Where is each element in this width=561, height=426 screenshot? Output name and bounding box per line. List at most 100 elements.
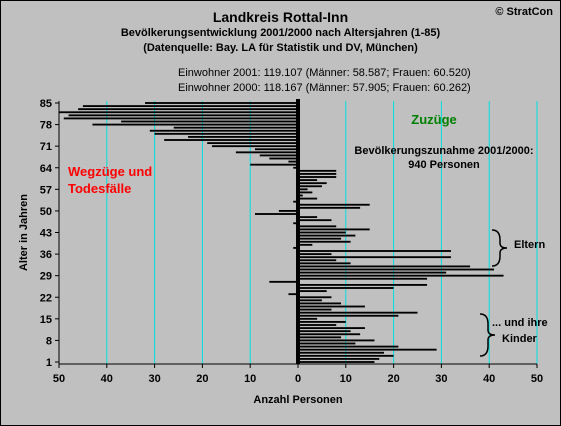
y-tick-label: 64 xyxy=(40,163,53,175)
bar-age-63 xyxy=(298,169,337,172)
parents-brace xyxy=(491,229,508,267)
bar-age-32 xyxy=(298,265,471,268)
x-axis-title: Anzahl Personen xyxy=(253,394,343,406)
bar-age-78 xyxy=(92,123,299,126)
x-tick-label: 30 xyxy=(435,373,447,385)
bar-age-49 xyxy=(254,213,298,215)
annotation-parents: Eltern xyxy=(514,239,545,251)
y-tick-label: 71 xyxy=(40,141,52,153)
bar-age-17 xyxy=(298,311,418,314)
bar-age-73 xyxy=(164,139,298,141)
bar-age-84 xyxy=(82,105,299,108)
bar-age-66 xyxy=(288,160,298,163)
zero-axis xyxy=(296,99,300,364)
bar-age-61 xyxy=(298,176,337,178)
bar-age-7 xyxy=(298,342,356,345)
bar-age-53 xyxy=(293,200,298,203)
chart-subtitle: Bevölkerungsentwicklung 2001/2000 nach A… xyxy=(120,27,441,39)
x-tick-label: 20 xyxy=(196,373,208,385)
x-tick-label: 20 xyxy=(387,373,399,385)
bar-age-45 xyxy=(298,225,337,228)
y-tick-label: 22 xyxy=(40,292,52,304)
bar-age-21 xyxy=(298,299,322,302)
annotation-children-line2: Kinder xyxy=(502,333,538,345)
bar-age-26 xyxy=(298,283,428,286)
bar-age-10 xyxy=(298,333,361,336)
bar-age-6 xyxy=(298,345,399,348)
bar-age-3 xyxy=(298,354,394,357)
bar-age-27 xyxy=(269,280,298,283)
bar-age-31 xyxy=(298,268,494,271)
bar-age-50 xyxy=(278,209,298,212)
children-brace xyxy=(479,313,496,357)
bar-age-36 xyxy=(298,253,332,256)
bar-age-75 xyxy=(154,132,298,135)
stats-2001: Einwohner 2001: 119.107 (Männer: 58.587;… xyxy=(178,67,471,79)
bar-age-16 xyxy=(298,314,399,317)
bar-age-12 xyxy=(298,327,365,330)
annotation-inflow: Zuzüge xyxy=(411,112,457,127)
bar-age-20 xyxy=(298,302,342,305)
bar-age-33 xyxy=(298,262,351,265)
bar-age-82 xyxy=(59,111,298,114)
bar-age-64 xyxy=(293,166,298,169)
bar-age-35 xyxy=(298,256,451,259)
bar-age-11 xyxy=(298,330,351,333)
bar-age-68 xyxy=(259,154,298,157)
annotation-increase-line1: Bevölkerungszunahme 2001/2000: xyxy=(354,145,533,157)
bar-age-22 xyxy=(298,296,332,299)
y-tick-label: 29 xyxy=(40,271,52,283)
bar-age-77 xyxy=(173,126,298,129)
bar-age-40 xyxy=(298,240,351,243)
x-tick-label: 40 xyxy=(101,373,113,385)
bar-age-18 xyxy=(298,308,332,311)
bar-age-30 xyxy=(298,271,447,274)
bar-age-28 xyxy=(298,277,428,280)
bar-age-46 xyxy=(293,222,298,225)
bar-age-56 xyxy=(298,191,313,194)
x-tick-label: 50 xyxy=(531,373,543,385)
bar-age-79 xyxy=(121,120,298,123)
bar-age-47 xyxy=(298,219,332,222)
annotation-outflow-line2: Todesfälle xyxy=(68,181,131,196)
bar-age-52 xyxy=(298,203,370,206)
bar-age-19 xyxy=(298,305,365,308)
bar-age-59 xyxy=(298,182,327,185)
bar-age-74 xyxy=(188,135,298,138)
y-tick-label: 85 xyxy=(40,98,52,110)
y-tick-label: 57 xyxy=(40,184,52,196)
bar-age-38 xyxy=(293,246,298,249)
x-tick-label: 10 xyxy=(340,373,352,385)
bar-age-62 xyxy=(298,172,337,175)
y-tick-label: 50 xyxy=(40,206,52,218)
bar-age-14 xyxy=(298,320,346,323)
bar-age-54 xyxy=(298,197,318,200)
x-tick-label: 30 xyxy=(148,373,160,385)
bar-age-70 xyxy=(254,148,298,151)
annotation-outflow-line1: Wegzüge und xyxy=(68,164,152,179)
x-tick-label: 0 xyxy=(295,373,301,385)
y-tick-label: 36 xyxy=(40,249,52,261)
y-axis-title: Alter in Jahren xyxy=(18,194,30,271)
y-tick-label: 8 xyxy=(46,335,52,347)
bar-age-42 xyxy=(298,234,356,237)
bar-age-71 xyxy=(211,145,298,148)
x-tick-label: 10 xyxy=(244,373,256,385)
bar-age-60 xyxy=(298,179,318,182)
y-tick-label: 78 xyxy=(40,120,52,132)
bar-age-48 xyxy=(298,216,318,219)
stats-2000: Einwohner 2000: 118.167 (Männer: 57.905;… xyxy=(178,82,471,94)
bar-age-4 xyxy=(298,351,385,354)
y-tick-label: 1 xyxy=(46,357,52,369)
bar-age-81 xyxy=(68,114,298,117)
bar-age-37 xyxy=(298,250,451,252)
bar-age-43 xyxy=(298,231,346,234)
bar-age-34 xyxy=(298,259,337,262)
y-tick-label: 43 xyxy=(40,228,52,240)
bar-age-9 xyxy=(298,336,342,339)
bar-age-2 xyxy=(298,357,380,360)
chart-source: (Datenquelle: Bay. LA für Statistik und … xyxy=(143,42,418,54)
copyright-label: © StratCon xyxy=(495,6,553,18)
bar-age-51 xyxy=(298,206,361,209)
